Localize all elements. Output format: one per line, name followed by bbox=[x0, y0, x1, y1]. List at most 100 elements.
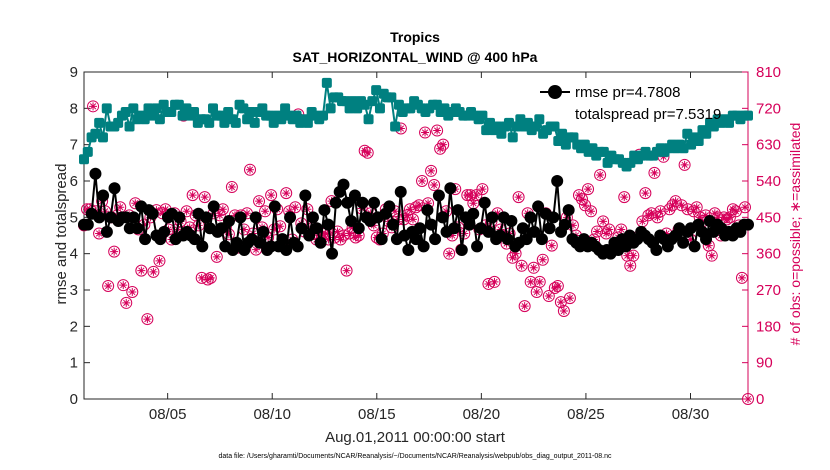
obs-possible-marker bbox=[675, 199, 688, 212]
obs-possible-marker bbox=[669, 195, 682, 208]
y-tick-label-right: 180 bbox=[756, 318, 781, 335]
obs-possible-marker bbox=[527, 261, 540, 274]
obs-count-point bbox=[340, 264, 353, 277]
obs-possible-marker bbox=[225, 181, 238, 194]
rmse-marker bbox=[451, 204, 464, 217]
rmse-marker bbox=[295, 222, 308, 235]
totalspread-marker bbox=[682, 128, 693, 139]
obs-assimilated-marker bbox=[412, 203, 420, 212]
obs-possible-marker bbox=[201, 273, 214, 286]
obs-possible-marker bbox=[210, 250, 223, 263]
obs-count-point bbox=[337, 229, 350, 242]
obs-assimilated-marker bbox=[212, 252, 221, 261]
obs-possible-marker bbox=[117, 279, 130, 292]
totalspread-marker bbox=[557, 128, 568, 139]
obs-possible-marker bbox=[585, 205, 598, 218]
rmse-marker bbox=[535, 233, 548, 246]
y-tick-label-right: 630 bbox=[756, 137, 781, 154]
obs-possible-marker bbox=[334, 233, 347, 246]
y-tick-label-left: 2 bbox=[70, 318, 78, 335]
rmse-marker bbox=[444, 182, 457, 195]
rmse-marker bbox=[387, 218, 400, 231]
obs-count-point bbox=[530, 286, 543, 299]
rmse-marker bbox=[524, 211, 537, 224]
obs-possible-marker bbox=[597, 215, 610, 228]
obs-count-point bbox=[738, 201, 751, 214]
rmse-marker bbox=[341, 196, 354, 209]
obs-count-point bbox=[527, 261, 540, 274]
obs-assimilated-marker bbox=[725, 213, 734, 222]
obs-possible-marker bbox=[289, 201, 302, 214]
obs-assimilated-marker bbox=[255, 197, 264, 206]
y-tick-label-right: 540 bbox=[756, 173, 781, 190]
obs-count-point bbox=[705, 249, 718, 262]
totalspread-marker bbox=[363, 114, 374, 125]
obs-count-point bbox=[244, 163, 256, 176]
obs-assimilated-marker bbox=[351, 233, 360, 242]
rmse-marker bbox=[215, 222, 228, 235]
obs-count-point bbox=[201, 273, 214, 286]
obs-count-point bbox=[147, 265, 160, 278]
obs-assimilated-marker bbox=[360, 146, 369, 155]
obs-possible-marker bbox=[533, 275, 546, 288]
obs-possible-marker bbox=[406, 213, 419, 226]
obs-assimilated-marker bbox=[122, 298, 131, 307]
y-tick-label-left: 1 bbox=[70, 355, 78, 372]
obs-count-point bbox=[654, 205, 667, 218]
obs-assimilated-marker bbox=[581, 201, 590, 210]
obs-assimilated-marker bbox=[119, 281, 128, 290]
totalspread-marker bbox=[318, 110, 329, 121]
obs-possible-marker bbox=[576, 193, 588, 206]
obs-assimilated-marker bbox=[623, 251, 632, 260]
obs-assimilated-marker bbox=[95, 229, 104, 238]
obs-assimilated-marker bbox=[556, 298, 565, 307]
obs-assimilated-marker bbox=[529, 263, 538, 272]
obs-assimilated-marker bbox=[466, 191, 475, 200]
rmse-marker bbox=[284, 211, 297, 224]
obs-assimilated-marker bbox=[587, 207, 596, 216]
obs-possible-marker bbox=[591, 225, 604, 238]
x-tick-label: 08/30 bbox=[672, 406, 710, 423]
obs-possible-marker bbox=[518, 300, 531, 313]
obs-assimilated-marker bbox=[647, 209, 656, 218]
rmse-marker bbox=[394, 185, 407, 198]
totalspread-marker bbox=[534, 114, 545, 125]
obs-count-point bbox=[533, 275, 546, 288]
rmse-marker bbox=[352, 222, 365, 235]
obs-assimilated-marker bbox=[472, 191, 481, 200]
obs-count-point bbox=[437, 138, 450, 151]
obs-assimilated-marker bbox=[578, 195, 586, 204]
rmse-marker bbox=[158, 225, 171, 238]
obs-assimilated-marker bbox=[439, 140, 448, 149]
obs-assimilated-marker bbox=[143, 315, 152, 324]
obs-count-point bbox=[735, 271, 748, 284]
obs-assimilated-marker bbox=[584, 185, 593, 194]
obs-assimilated-marker bbox=[547, 241, 556, 250]
obs-assimilated-marker bbox=[333, 227, 342, 236]
rmse-marker bbox=[268, 200, 281, 213]
obs-assimilated-marker bbox=[415, 201, 424, 210]
obs-assimilated-marker bbox=[535, 277, 544, 286]
obs-assimilated-marker bbox=[197, 273, 206, 282]
obs-assimilated-marker bbox=[514, 193, 523, 202]
totalspread-marker bbox=[374, 103, 385, 114]
y-tick-label-right: 270 bbox=[756, 282, 781, 299]
obs-assimilated-marker bbox=[692, 203, 701, 212]
obs-assimilated-marker bbox=[526, 277, 535, 286]
obs-possible-marker bbox=[542, 290, 555, 303]
obs-assimilated-marker bbox=[544, 292, 553, 301]
y-tick-label-left: 7 bbox=[70, 137, 78, 154]
obs-possible-marker bbox=[400, 209, 413, 222]
obs-assimilated-marker bbox=[596, 170, 605, 179]
obs-count-point bbox=[536, 253, 549, 266]
rmse-marker bbox=[562, 204, 575, 217]
obs-assimilated-marker bbox=[424, 199, 433, 208]
obs-assimilated-marker bbox=[224, 230, 233, 239]
obs-count-point bbox=[343, 227, 356, 240]
obs-count-point bbox=[259, 205, 272, 218]
y-axis-label-right: # of obs: o=possible; ∗=assimilated bbox=[787, 123, 803, 346]
obs-assimilated-marker bbox=[653, 213, 662, 222]
obs-possible-marker bbox=[443, 247, 456, 260]
obs-possible-marker bbox=[337, 229, 350, 242]
